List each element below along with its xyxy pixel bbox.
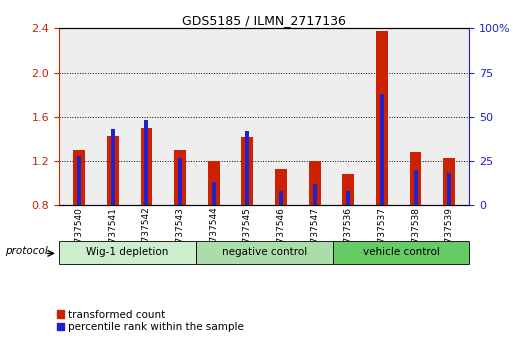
Bar	[309, 161, 321, 205]
Bar	[332, 241, 469, 264]
Bar	[410, 152, 422, 205]
Bar	[376, 30, 388, 205]
Bar	[346, 191, 350, 205]
Bar	[59, 241, 196, 264]
Bar	[145, 120, 148, 205]
Text: negative control: negative control	[222, 247, 307, 257]
Bar	[447, 173, 451, 205]
Bar	[212, 182, 216, 205]
Bar	[342, 175, 354, 205]
Bar	[174, 150, 186, 205]
Bar	[242, 137, 253, 205]
Bar	[413, 170, 418, 205]
Bar	[275, 169, 287, 205]
Bar	[178, 158, 182, 205]
Bar	[111, 129, 115, 205]
Bar	[141, 128, 152, 205]
Bar	[73, 150, 85, 205]
Bar	[196, 241, 332, 264]
Bar	[107, 136, 119, 205]
Bar	[380, 94, 384, 205]
Bar	[312, 184, 317, 205]
Bar	[443, 158, 455, 205]
Title: GDS5185 / ILMN_2717136: GDS5185 / ILMN_2717136	[182, 14, 346, 27]
Text: Wig-1 depletion: Wig-1 depletion	[86, 247, 169, 257]
Bar	[245, 131, 249, 205]
Text: protocol: protocol	[5, 246, 48, 256]
Bar	[208, 161, 220, 205]
Bar	[77, 156, 81, 205]
Bar	[279, 191, 283, 205]
Text: vehicle control: vehicle control	[363, 247, 440, 257]
Legend: transformed count, percentile rank within the sample: transformed count, percentile rank withi…	[56, 310, 244, 332]
